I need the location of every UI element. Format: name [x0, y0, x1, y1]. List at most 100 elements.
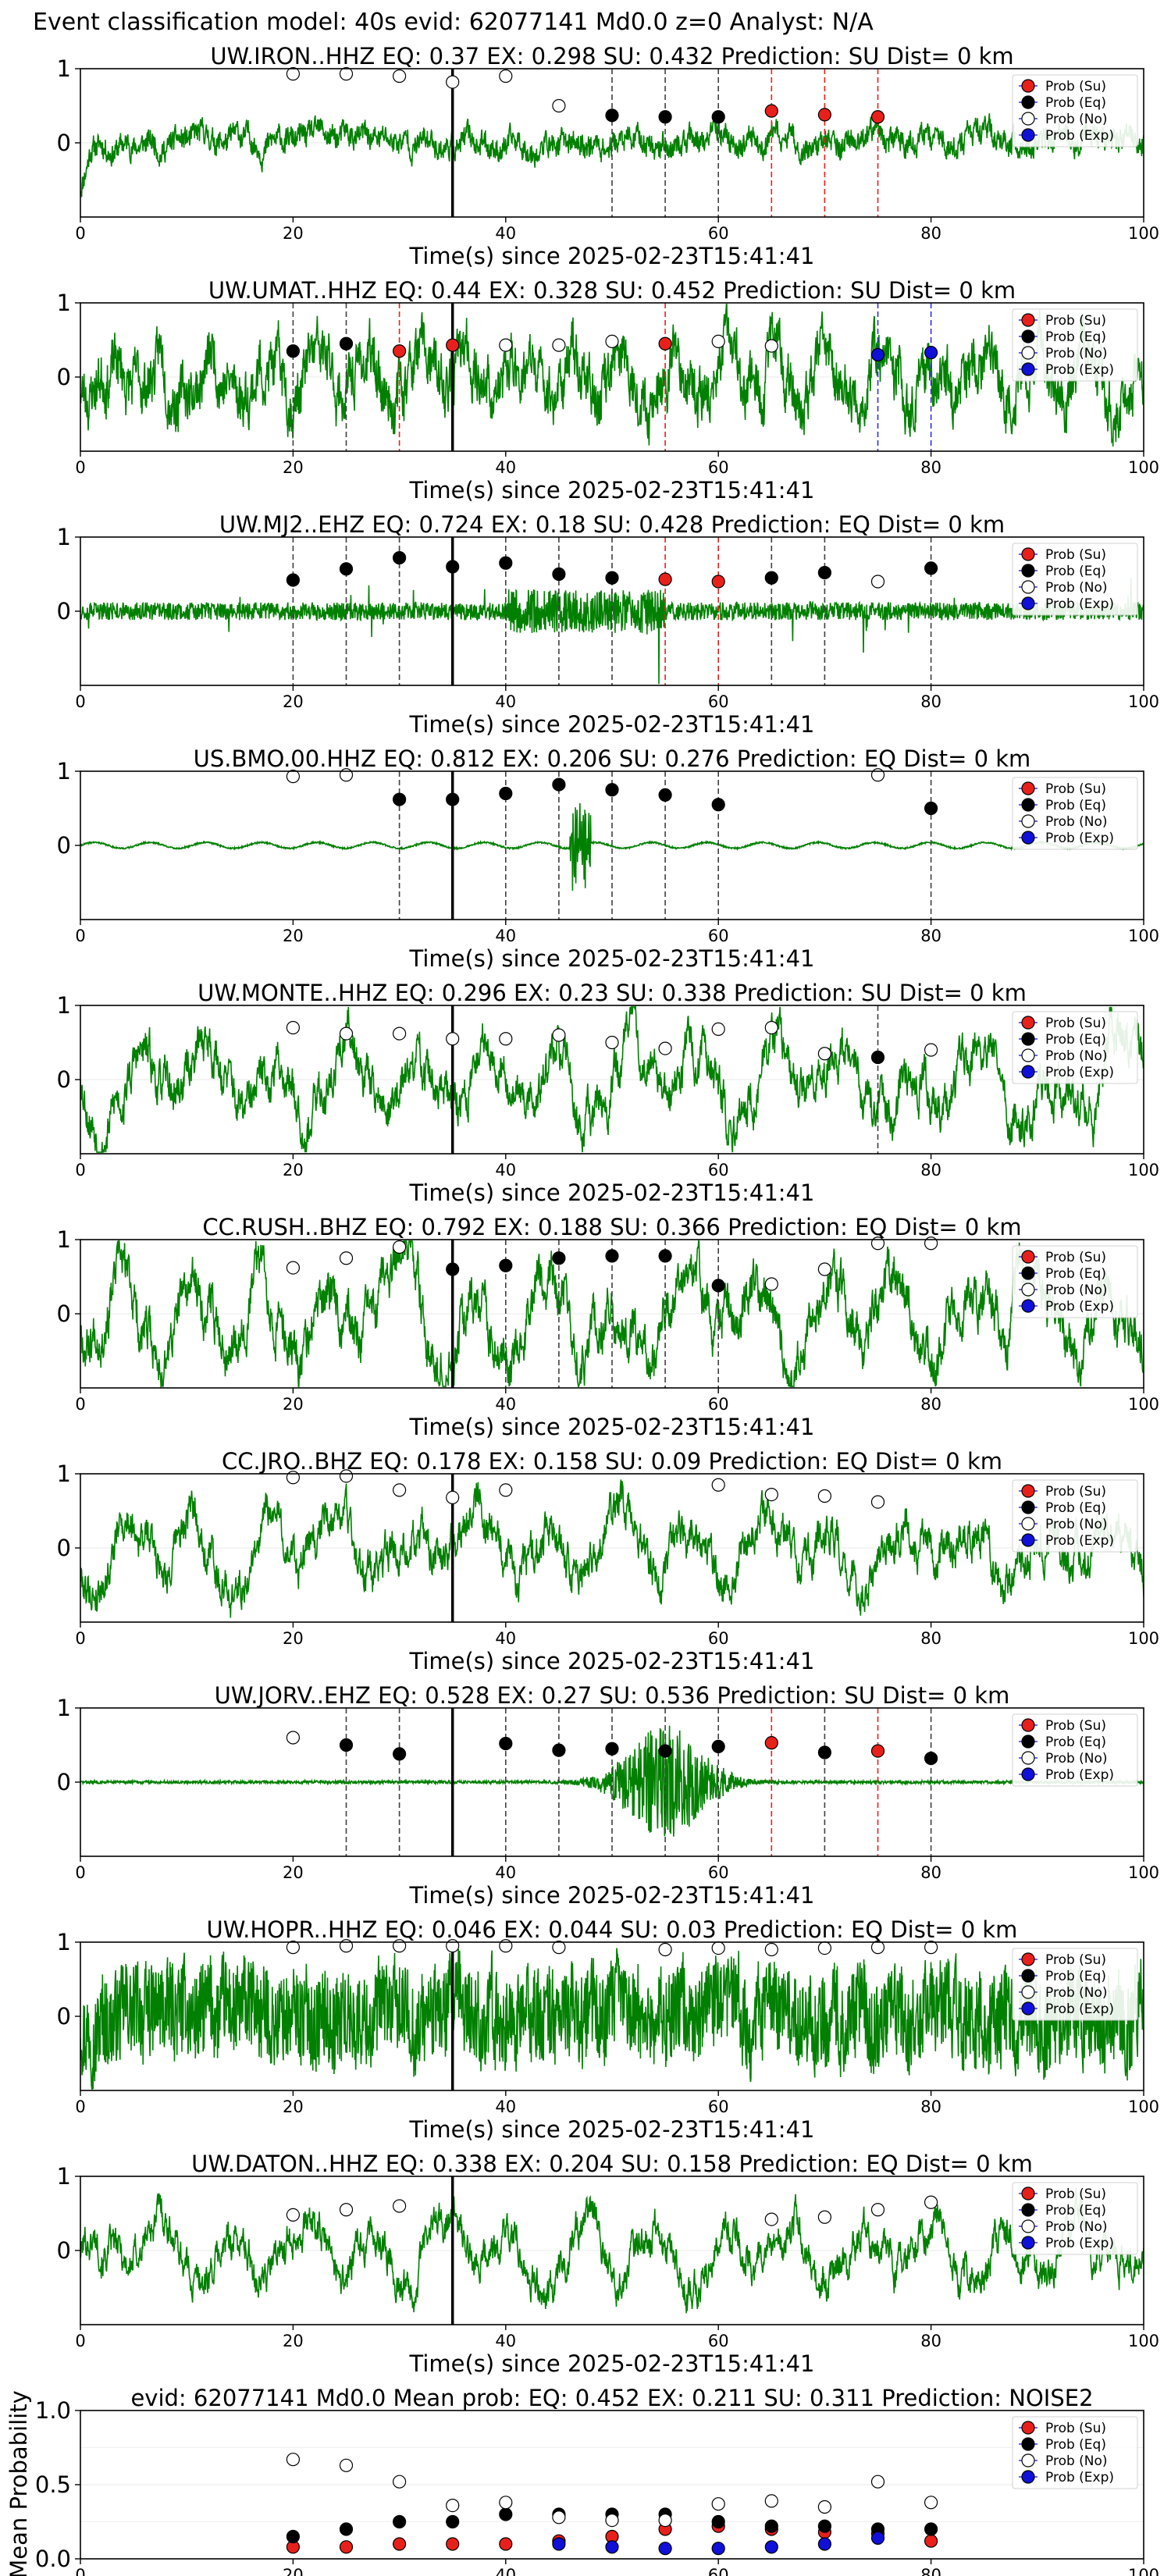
panel-title-7: UW.JORV..EHZ EQ: 0.528 EX: 0.27 SU: 0.53… [215, 1682, 1010, 1709]
x-tick-label: 80 [920, 2332, 941, 2350]
prob-point-eq [499, 556, 513, 570]
mean-point-eq [924, 2522, 938, 2536]
prob-point-no [286, 1471, 300, 1485]
legend-marker-exp [1021, 1299, 1035, 1313]
panel-title-9: UW.DATON..HHZ EQ: 0.338 EX: 0.204 SU: 0.… [191, 2151, 1033, 2177]
prob-point-no [711, 334, 725, 348]
prob-point-eq [552, 1251, 566, 1265]
prob-point-no [552, 338, 566, 352]
prob-point-no [924, 1043, 938, 1057]
panel-5: CC.RUSH..BHZ EQ: 0.792 EX: 0.188 SU: 0.3… [57, 1214, 1160, 1440]
y-tick-label: 1 [57, 2163, 71, 2190]
x-tick-label: 40 [495, 1863, 516, 1882]
legend-box-2 [1012, 543, 1138, 616]
mean-point-exp [817, 2537, 832, 2551]
panel-title-2: UW.MJ2..EHZ EQ: 0.724 EX: 0.18 SU: 0.428… [219, 511, 1005, 538]
panel-8: UW.HOPR..HHZ EQ: 0.046 EX: 0.044 SU: 0.0… [57, 1916, 1160, 2143]
x-tick-label: 100 [1128, 458, 1159, 477]
prob-point-no [764, 1487, 778, 1502]
mean-point-no [764, 2494, 778, 2508]
prob-point-no [499, 1032, 513, 1046]
legend-label-no: Prob (No) [1045, 580, 1108, 596]
legend-marker-no [1021, 2219, 1035, 2233]
x-axis-label: Time(s) since 2025-02-23T15:41:41 [409, 1179, 815, 1206]
prob-point-eq [499, 1737, 513, 1751]
legend-marker-eq [1021, 1032, 1035, 1046]
mean-point-su [393, 2537, 407, 2551]
prob-point-no [286, 1731, 300, 1745]
panel-0: UW.IRON..HHZ EQ: 0.37 EX: 0.298 SU: 0.43… [57, 43, 1160, 269]
mean-point-no [499, 2496, 513, 2510]
prob-point-eq [605, 1249, 619, 1263]
legend-box-0 [1012, 74, 1138, 148]
y-tick-label: 1 [57, 1695, 71, 1721]
prob-point-no [870, 768, 885, 782]
x-tick-label: 0 [75, 927, 85, 945]
legend-label-eq: Prob (Eq) [1045, 564, 1106, 579]
panel-title-1: UW.UMAT..HHZ EQ: 0.44 EX: 0.328 SU: 0.45… [208, 277, 1016, 304]
legend-marker-no [1021, 580, 1035, 594]
legend-label-su: Prob (Su) [1045, 781, 1106, 797]
legend-label-eq: Prob (Eq) [1045, 1266, 1106, 1282]
legend-marker-no [1021, 1517, 1035, 1531]
legend-label-exp: Prob (Exp) [1045, 362, 1114, 378]
legend-marker-eq [1021, 1266, 1035, 1280]
x-tick-label: 60 [708, 2097, 729, 2116]
prob-point-no [817, 1941, 832, 1955]
x-tick-label: 100 [1128, 2566, 1159, 2576]
legend-label-exp: Prob (Exp) [1045, 1065, 1114, 1080]
legend-label-no: Prob (No) [1045, 2219, 1108, 2235]
y-tick-label: 1.0 [35, 2397, 71, 2424]
legend-marker-su [1021, 79, 1035, 93]
panel-7: UW.JORV..EHZ EQ: 0.528 EX: 0.27 SU: 0.53… [57, 1682, 1160, 1909]
prob-point-no [552, 1028, 566, 1042]
legend-label-su: Prob (Su) [1045, 1250, 1106, 1265]
prob-point-su [446, 338, 460, 352]
prob-point-no [658, 1041, 672, 1055]
mean-point-no [870, 2475, 885, 2489]
prob-point-eq [339, 562, 354, 576]
waveform-trace [80, 2187, 1144, 2314]
x-axis-label: Time(s) since 2025-02-23T15:41:41 [409, 1648, 815, 1674]
x-tick-label: 80 [920, 1863, 941, 1882]
x-tick-label: 80 [920, 1395, 941, 1414]
mean-point-no [339, 2458, 354, 2472]
panel-title-0: UW.IRON..HHZ EQ: 0.37 EX: 0.298 SU: 0.43… [210, 43, 1013, 69]
x-axis-label: Time(s) since 2025-02-23T15:41:41 [409, 477, 815, 503]
prob-point-no [393, 1483, 407, 1497]
y-tick-label: 1 [57, 290, 71, 316]
x-axis-label: Time(s) since 2025-02-23T15:41:41 [409, 2350, 815, 2377]
legend-marker-no [1021, 1283, 1035, 1297]
prob-point-eq [605, 571, 619, 585]
x-axis-label: Time(s) since 2025-02-23T15:41:41 [409, 2116, 815, 2143]
prob-point-no [286, 1261, 300, 1275]
legend-marker-su [1021, 1952, 1035, 1966]
mean-point-eq [446, 2514, 460, 2529]
legend-label-no: Prob (No) [1045, 1283, 1108, 1298]
prob-point-no [870, 575, 885, 589]
legend-marker-exp [1021, 1533, 1035, 1547]
prob-point-no [924, 1236, 938, 1251]
panel-title-10: evid: 62077141 Md0.0 Mean prob: EQ: 0.45… [130, 2385, 1093, 2411]
legend-label-no: Prob (No) [1045, 1985, 1108, 2001]
mean-point-eq [393, 2514, 407, 2529]
x-axis-label: Time(s) since 2025-02-23T15:41:41 [409, 711, 815, 738]
mean-point-exp [711, 2542, 725, 2556]
prob-point-no [446, 75, 460, 89]
legend-marker-exp [1021, 1065, 1035, 1079]
prob-point-no [446, 1032, 460, 1046]
panel-title-3: US.BMO.00.HHZ EQ: 0.812 EX: 0.206 SU: 0.… [194, 745, 1031, 772]
x-tick-label: 20 [283, 224, 304, 243]
y-tick-label: 0.0 [35, 2546, 71, 2572]
x-tick-label: 60 [708, 1863, 729, 1882]
panel-3: US.BMO.00.HHZ EQ: 0.812 EX: 0.206 SU: 0.… [57, 745, 1160, 972]
prob-point-no [446, 1490, 460, 1505]
prob-point-exp [870, 347, 885, 362]
x-tick-label: 60 [708, 1161, 729, 1179]
prob-point-no [924, 2195, 938, 2209]
prob-point-eq [711, 1739, 725, 1753]
legend-marker-eq [1021, 1969, 1035, 1983]
legend-label-eq: Prob (Eq) [1045, 95, 1106, 111]
legend-label-eq: Prob (Eq) [1045, 2203, 1106, 2218]
prob-point-no [286, 770, 300, 784]
